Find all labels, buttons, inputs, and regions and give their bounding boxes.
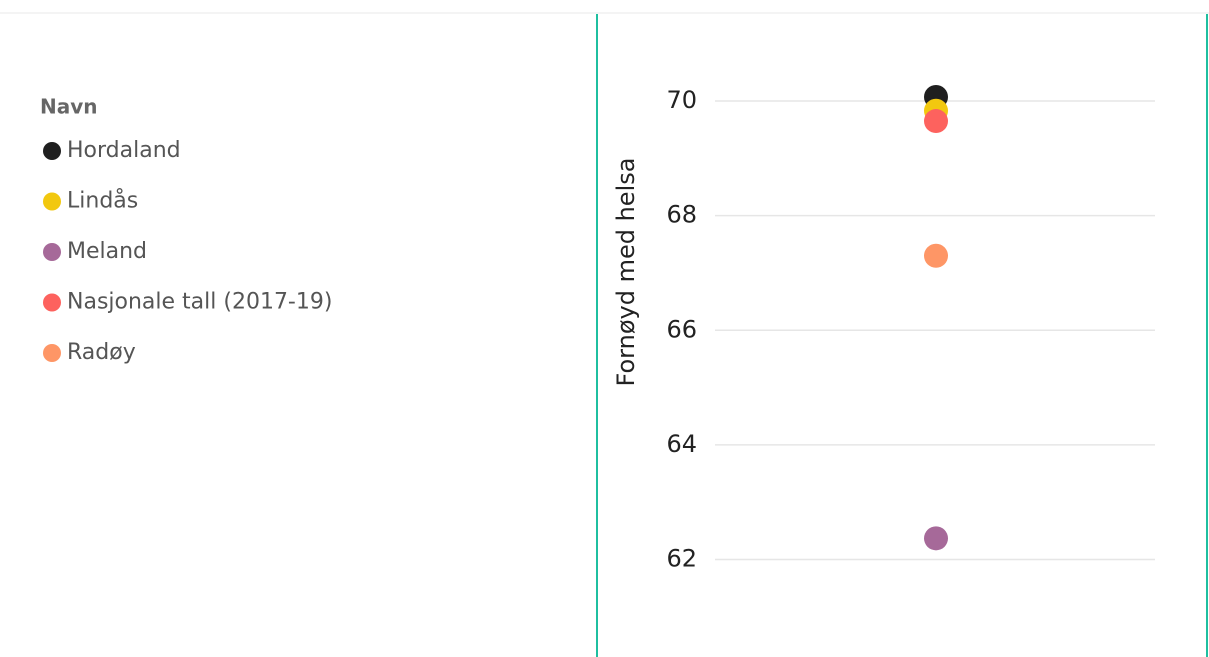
legend-label: Hordaland — [67, 138, 181, 163]
legend-marker — [43, 142, 61, 160]
y-tick-label: 62 — [666, 545, 697, 573]
dot — [924, 243, 948, 268]
y-tick-label: 64 — [666, 430, 697, 458]
legend-label: Nasjonale tall (2017-19) — [67, 290, 332, 315]
dot — [924, 526, 948, 551]
legend-label: Meland — [67, 239, 147, 264]
y-tick-label: 68 — [666, 201, 697, 229]
y-tick-label: 70 — [666, 86, 697, 114]
legend-marker — [43, 344, 61, 362]
y-axis-title: Fornøyd med helsa — [612, 158, 640, 387]
legend-label: Radøy — [67, 340, 136, 365]
legend-label: Lindås — [67, 188, 138, 214]
legend-marker — [43, 192, 61, 211]
y-tick-label: 66 — [666, 315, 697, 343]
legend-marker — [43, 293, 61, 312]
legend-marker — [43, 243, 61, 261]
dot — [924, 109, 948, 134]
legend-title: Navn — [40, 95, 98, 119]
